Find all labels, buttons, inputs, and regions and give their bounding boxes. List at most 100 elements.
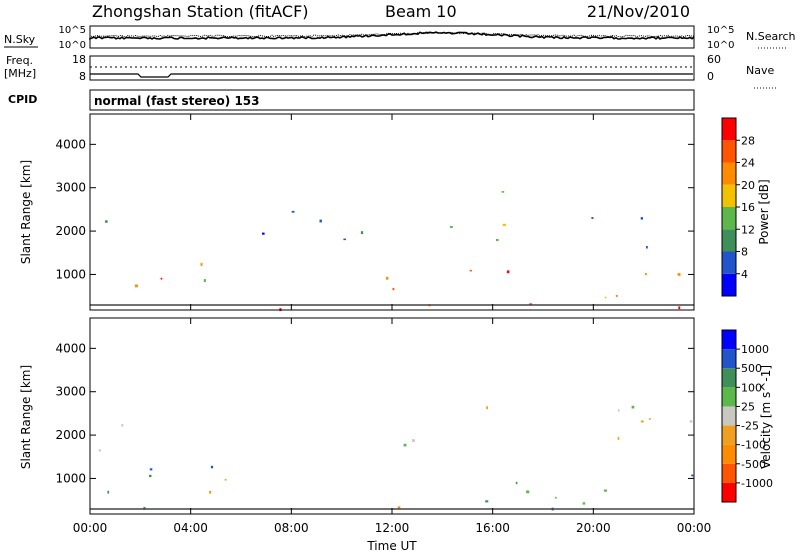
colorbar-tick-label: -100 (741, 439, 766, 452)
data-cell (98, 449, 101, 452)
freq-tick-bottom: 8 (79, 70, 86, 83)
colorbar-swatch (722, 463, 736, 483)
colorbar-tick-label: -25 (741, 420, 759, 433)
colorbar-tick-label: 25 (741, 400, 755, 413)
data-cell (262, 232, 265, 235)
nsearch-label: N.Search (746, 30, 796, 43)
data-cell (149, 474, 152, 478)
colorbar-tick-label: 24 (741, 157, 755, 170)
colorbar-tick-label: 20 (741, 179, 755, 192)
noise-tick-bottom-right: 10^0 (707, 40, 734, 51)
data-cell (450, 226, 453, 228)
colorbar-swatch (722, 162, 736, 185)
nave-tick-top: 60 (707, 53, 721, 66)
data-cell (149, 468, 153, 471)
data-cell (209, 490, 212, 494)
noise-tick-top-left: 10^5 (59, 25, 86, 36)
nsearch-line (89, 31, 695, 38)
colorbar-tick-label: 8 (741, 246, 748, 259)
y-tick-label: 3000 (55, 385, 86, 399)
x-tick-label: 12:00 (375, 521, 410, 535)
colorbar-swatch (722, 406, 736, 426)
y-tick-label: 3000 (55, 181, 86, 195)
nave-label: Nave (746, 64, 774, 77)
data-cell (496, 239, 499, 242)
date-title: 21/Nov/2010 (587, 2, 690, 21)
x-tick-label: 16:00 (475, 521, 510, 535)
data-cell (640, 217, 643, 220)
data-cell (691, 474, 694, 477)
data-cell (343, 238, 346, 241)
velocity-colorbar-label: Velocity [m s^-1] (759, 365, 773, 469)
colorbar-frame (721, 329, 737, 503)
data-cell (360, 231, 364, 235)
data-cell (526, 490, 530, 494)
nsky-line (89, 31, 695, 40)
colorbar-swatch (722, 273, 736, 296)
data-cell (105, 220, 108, 223)
velocity-panel: 4000 3000 2000 1000 Slant Range [km] 1000 50… (19, 114, 773, 553)
data-cell (486, 406, 488, 409)
noise-strip: N.Sky 10^5 10^0 10^5 10^0 N.Search (4, 25, 796, 51)
data-cell (485, 500, 489, 503)
freq-strip: Freq. [MHz] 18 8 60 0 Nave (4, 53, 776, 89)
y-tick-label: 1000 (55, 267, 86, 281)
data-cell (678, 306, 681, 310)
data-cell (631, 405, 635, 409)
data-cell (107, 490, 110, 494)
data-cell (604, 296, 607, 299)
velocity-ylabel: Slant Range [km] (19, 365, 33, 469)
colorbar-swatch (722, 118, 736, 141)
station-title: Zhongshan Station (fitACF) (92, 2, 309, 21)
y-tick-label: 1000 (55, 471, 86, 485)
y-tick-label: 4000 (55, 341, 86, 355)
data-cell (689, 420, 693, 423)
data-cell (646, 246, 648, 249)
colorbar-swatch (722, 140, 736, 163)
colorbar-tick-label: -1000 (741, 477, 773, 490)
power-colorbar-label: Power [dB] (757, 179, 771, 244)
data-cell (121, 424, 124, 427)
data-cell (412, 439, 415, 442)
y-tick-label: 2000 (55, 224, 86, 238)
data-cell (603, 489, 607, 492)
data-cell (397, 506, 401, 510)
x-tick-label: 20:00 (576, 521, 611, 535)
cpid-value: normal (fast stereo) 153 (94, 94, 260, 108)
cpid-label: CPID (8, 93, 37, 106)
data-cell (392, 287, 395, 291)
colorbar-tick-label: 1000 (741, 343, 769, 356)
colorbar-tick-label: 28 (741, 134, 755, 147)
freq-line (90, 73, 693, 78)
data-cell (210, 465, 214, 469)
data-cell (677, 273, 681, 276)
x-tick-label: 00:00 (677, 521, 712, 535)
data-cell (617, 409, 620, 412)
colorbar-swatch (722, 368, 736, 388)
data-cell (319, 219, 322, 223)
data-cell (648, 418, 651, 420)
data-cell (555, 496, 557, 499)
data-cell (403, 443, 407, 447)
noise-tick-top-right: 10^5 (707, 25, 734, 36)
xaxis-label: Time UT (366, 539, 417, 553)
data-cell (617, 436, 620, 440)
beam-title: Beam 10 (385, 2, 457, 21)
data-cell (591, 217, 594, 219)
data-cell (640, 420, 644, 423)
colorbar-swatch (722, 387, 736, 407)
colorbar-swatch (722, 184, 736, 207)
colorbar-swatch (722, 330, 736, 350)
colorbar-tick-label: 12 (741, 223, 755, 236)
data-cell (502, 223, 506, 226)
x-tick-label: 04:00 (173, 521, 208, 535)
cpid-strip: CPID normal (fast stereo) 153 (8, 89, 695, 111)
power-ylabel: Slant Range [km] (19, 160, 33, 264)
colorbar-swatch (722, 444, 736, 464)
freq-unit-label: [MHz] (4, 67, 36, 80)
colorbar-tick-label: 100 (741, 381, 762, 394)
y-tick-label: 2000 (55, 428, 86, 442)
data-cell (469, 269, 472, 272)
data-cell (134, 284, 138, 288)
